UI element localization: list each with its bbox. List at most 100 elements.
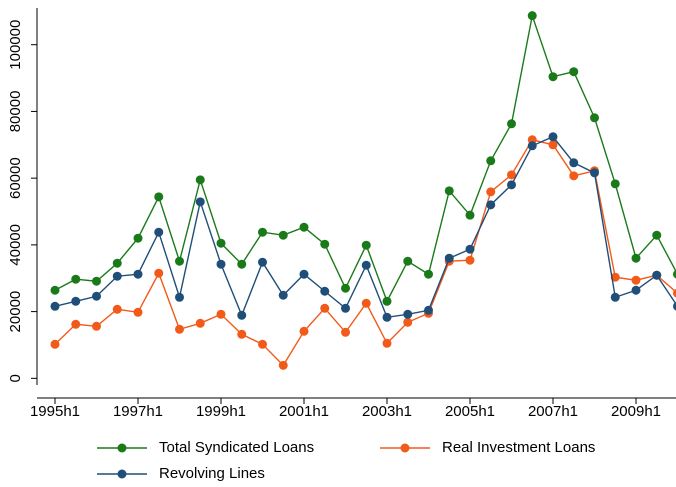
data-point — [195, 318, 205, 328]
data-point — [444, 186, 454, 196]
x-tick-label: 2001h1 — [279, 403, 329, 420]
data-point — [258, 227, 267, 237]
data-point — [133, 307, 143, 317]
data-point — [71, 319, 81, 329]
data-point — [50, 301, 60, 311]
data-point — [71, 296, 81, 306]
x-tick-label: 2009h1 — [611, 403, 661, 420]
data-point — [320, 303, 330, 313]
x-tick-label: 1997h1 — [113, 403, 163, 420]
x-tick-label: 1995h1 — [30, 403, 80, 420]
data-point — [175, 292, 184, 302]
data-point — [631, 275, 641, 285]
data-point — [50, 285, 60, 295]
legend-marker — [117, 443, 127, 453]
data-point — [610, 179, 620, 189]
legend-item: Total Syndicated Loans — [97, 439, 314, 456]
data-point — [299, 326, 309, 336]
data-point — [631, 285, 641, 295]
data-point — [631, 253, 641, 263]
data-point — [486, 156, 496, 166]
data-point — [652, 270, 662, 280]
x-tick-label: 2003h1 — [362, 403, 412, 420]
x-tick-label: 1999h1 — [196, 403, 246, 420]
y-tick-label: 0 — [7, 374, 24, 382]
y-tick-label: 80000 — [7, 91, 24, 133]
data-point — [548, 140, 558, 150]
data-point — [278, 290, 288, 300]
data-point — [507, 170, 516, 180]
data-point — [507, 180, 516, 190]
data-point — [548, 72, 558, 82]
data-point — [299, 269, 309, 279]
data-point — [154, 227, 164, 237]
data-point — [154, 192, 164, 202]
data-point — [195, 197, 205, 207]
data-point — [258, 339, 267, 349]
data-point — [216, 238, 226, 248]
data-point — [465, 244, 475, 254]
data-point — [216, 259, 226, 269]
data-point — [382, 312, 392, 322]
legend-label: Real Investment Loans — [442, 439, 595, 456]
legend-marker — [117, 469, 127, 479]
data-point — [569, 158, 579, 168]
data-point — [465, 255, 475, 265]
data-point — [569, 171, 579, 181]
data-point — [548, 132, 558, 142]
y-tick-label: 40000 — [7, 224, 24, 266]
legend-label: Total Syndicated Loans — [159, 439, 314, 456]
data-point — [237, 310, 247, 320]
data-point — [652, 230, 662, 240]
data-point — [361, 298, 371, 308]
y-tick-label: 60000 — [7, 157, 24, 199]
data-point — [673, 289, 676, 298]
y-tick-label: 20000 — [7, 291, 24, 333]
data-point — [673, 269, 676, 279]
data-point — [133, 269, 143, 279]
data-point — [673, 302, 676, 311]
x-tick-label: 2007h1 — [528, 403, 578, 420]
data-point — [341, 303, 350, 313]
data-point — [258, 257, 267, 267]
data-point — [320, 239, 330, 249]
data-point — [507, 119, 516, 129]
data-point — [444, 253, 454, 263]
data-point — [237, 329, 247, 339]
series-line — [54, 12, 676, 303]
data-point — [278, 230, 288, 240]
data-point — [610, 272, 620, 282]
data-point — [320, 286, 330, 296]
data-point — [486, 200, 496, 210]
data-point — [71, 274, 81, 284]
data-point — [92, 291, 101, 301]
data-point — [361, 240, 371, 250]
series-line — [54, 135, 676, 319]
legend-label: Revolving Lines — [159, 465, 265, 482]
data-point — [590, 168, 599, 178]
data-point — [403, 317, 413, 327]
data-point — [133, 233, 143, 243]
data-point — [590, 113, 599, 123]
data-point — [527, 141, 537, 151]
legend-item: Revolving Lines — [97, 465, 265, 482]
data-point — [486, 187, 496, 197]
data-point — [175, 324, 184, 334]
data-point — [569, 67, 579, 77]
data-point — [382, 338, 392, 348]
data-point — [112, 304, 122, 314]
y-tick-label: 100000 — [7, 20, 24, 70]
data-point — [112, 271, 122, 281]
legend-item: Real Investment Loans — [380, 439, 595, 456]
legend-marker — [400, 443, 410, 453]
data-point — [361, 260, 371, 270]
data-point — [154, 268, 164, 278]
data-point — [341, 327, 350, 337]
data-point — [403, 309, 413, 319]
data-point — [195, 175, 205, 185]
data-point — [278, 360, 288, 370]
data-point — [299, 222, 309, 232]
data-point — [50, 339, 60, 349]
data-point — [465, 210, 475, 220]
